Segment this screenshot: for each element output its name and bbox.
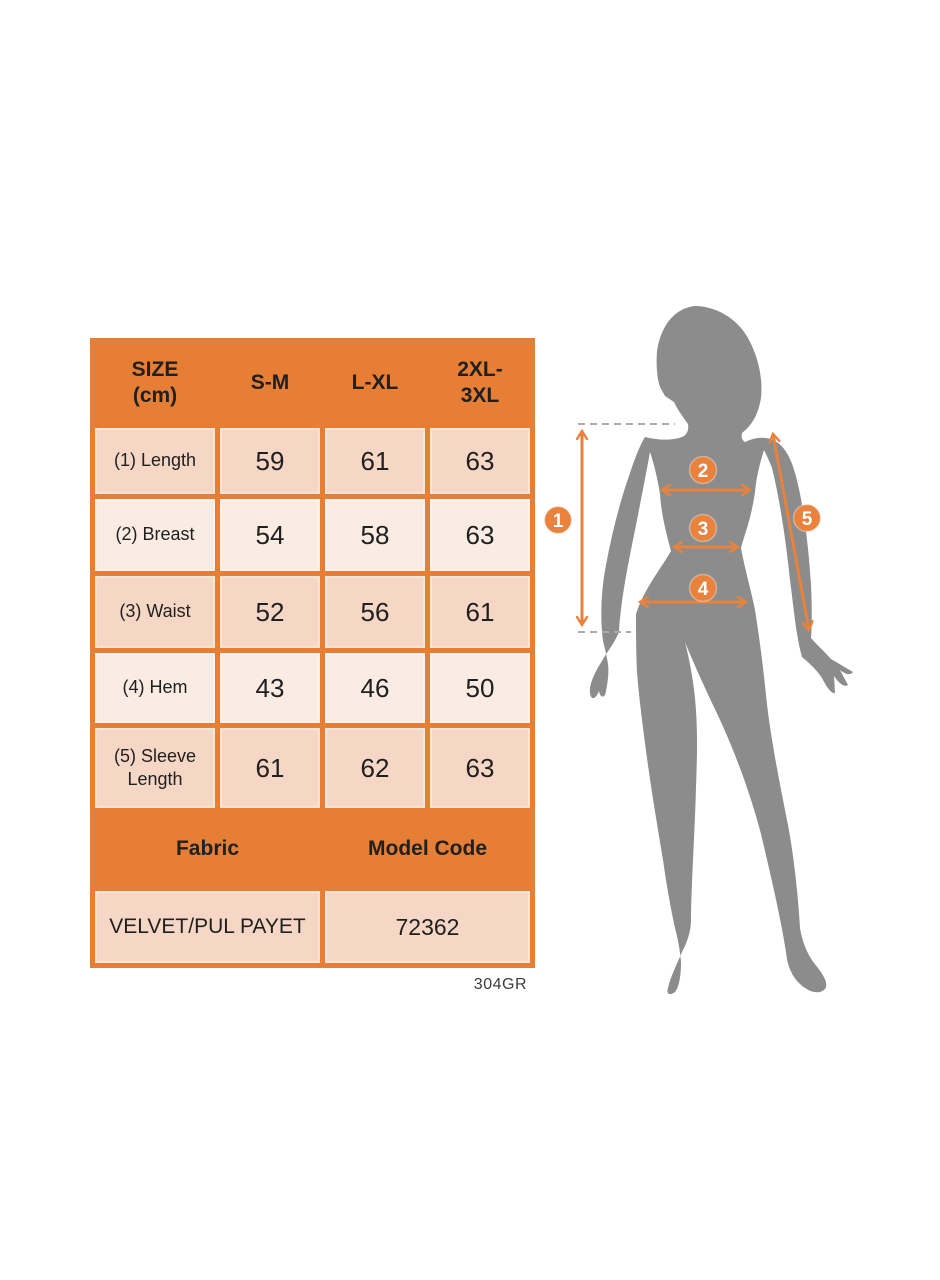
value-cell: 62 [325, 728, 425, 808]
value-cell: 54 [220, 499, 320, 571]
marker-badge-5: 5 [792, 503, 822, 533]
table-row-breast: (2) Breast 54 58 63 [95, 499, 530, 571]
row-label: (2) Breast [95, 499, 215, 571]
value-cell: 59 [220, 428, 320, 494]
value-cell: 43 [220, 653, 320, 723]
table-header-row: SIZE (cm) S-M L-XL 2XL- 3XL [95, 343, 530, 423]
marker-number: 2 [698, 461, 709, 482]
value-cell: 61 [325, 428, 425, 494]
column-header-2xl3xl: 2XL- 3XL [430, 343, 530, 423]
value-cell: 52 [220, 576, 320, 648]
size-table: SIZE (cm) S-M L-XL 2XL- 3XL (1) Length 5… [90, 338, 535, 968]
measurement-figure: 1 2 3 4 5 [543, 306, 853, 995]
row-label: (4) Hem [95, 653, 215, 723]
fabric-header-row: Fabric Model Code [95, 813, 530, 886]
value-cell: 63 [430, 728, 530, 808]
table-row-sleeve-length: (5) Sleeve Length 61 62 63 [95, 728, 530, 808]
fabric-value-cell: VELVET/PUL PAYET [95, 891, 320, 963]
column-header-sm: S-M [220, 343, 320, 423]
value-cell: 61 [430, 576, 530, 648]
measure-arrow-5-sleeve-icon [768, 431, 814, 633]
marker-number: 1 [553, 511, 564, 532]
model-code-value-cell: 72362 [325, 891, 530, 963]
value-cell: 46 [325, 653, 425, 723]
fabric-value-row: VELVET/PUL PAYET 72362 [95, 891, 530, 963]
value-cell: 58 [325, 499, 425, 571]
female-body-silhouette-image [589, 306, 853, 995]
marker-badge-1: 1 [543, 505, 573, 535]
row-label: (5) Sleeve Length [95, 728, 215, 808]
product-code-label: 304GR [473, 976, 527, 993]
value-cell: 63 [430, 428, 530, 494]
row-label: (3) Waist [95, 576, 215, 648]
value-cell: 61 [220, 728, 320, 808]
corner-header-cell: SIZE (cm) [95, 343, 215, 423]
row-label: (1) Length [95, 428, 215, 494]
value-cell: 63 [430, 499, 530, 571]
marker-badge-2: 2 [688, 455, 718, 485]
marker-number: 3 [698, 519, 709, 540]
marker-number: 4 [698, 579, 709, 600]
fabric-header-cell: Fabric [95, 813, 320, 886]
table-row-length: (1) Length 59 61 63 [95, 428, 530, 494]
value-cell: 56 [325, 576, 425, 648]
value-cell: 50 [430, 653, 530, 723]
marker-badge-3: 3 [688, 513, 718, 543]
marker-badge-4: 4 [688, 573, 718, 603]
column-header-lxl: L-XL [325, 343, 425, 423]
marker-number: 5 [802, 509, 813, 530]
table-row-hem: (4) Hem 43 46 50 [95, 653, 530, 723]
model-code-header-cell: Model Code [325, 813, 530, 886]
table-row-waist: (3) Waist 52 56 61 [95, 576, 530, 648]
